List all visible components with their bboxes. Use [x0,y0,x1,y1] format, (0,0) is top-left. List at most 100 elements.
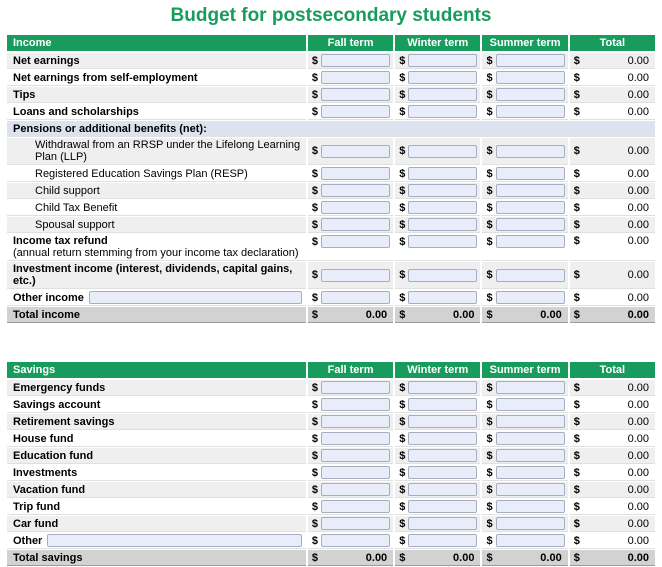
table-row: Net earnings $ $ $ $0.00 [7,53,655,68]
amount-input-summer[interactable] [495,268,565,282]
amount-input-fall[interactable] [321,268,391,282]
currency-symbol: $ [486,218,493,231]
amount-input-fall[interactable] [321,71,391,84]
amount-input-winter[interactable] [408,466,478,479]
amount-input-fall[interactable] [321,218,391,231]
currency-symbol: $ [486,449,493,462]
amount-input-summer[interactable] [495,466,565,479]
amount-input-fall[interactable] [321,291,391,304]
amount-input-summer[interactable] [495,534,565,547]
amount-input-summer[interactable] [495,291,565,304]
amount-input-fall[interactable] [321,184,391,197]
amount-input-winter[interactable] [408,381,478,394]
total-value: 0.00 [627,291,649,304]
amount-input-winter[interactable] [408,218,478,231]
amount-input-winter[interactable] [408,54,478,67]
currency-symbol: $ [573,500,580,513]
amount-input-fall[interactable] [321,54,391,67]
currency-symbol: $ [573,432,580,445]
amount-input-winter[interactable] [408,449,478,462]
other-savings-text-input[interactable] [47,534,302,547]
row-label: Trip fund [7,499,306,514]
amount-input-summer[interactable] [495,201,565,214]
amount-input-winter[interactable] [408,235,478,248]
amount-input-summer[interactable] [495,71,565,84]
currency-symbol: $ [573,54,580,67]
total-value: 0.00 [627,466,649,479]
amount-input-fall[interactable] [321,534,391,547]
currency-symbol: $ [311,71,319,84]
amount-input-fall[interactable] [321,398,391,411]
amount-input-fall[interactable] [321,105,391,118]
table-row: Education fund $ $ $ $0.00 [7,448,655,463]
amount-input-winter[interactable] [408,144,478,158]
amount-input-winter[interactable] [408,517,478,530]
row-label: Car fund [7,516,306,531]
currency-symbol: $ [486,500,493,513]
amount-input-summer[interactable] [495,144,565,158]
amount-input-summer[interactable] [495,54,565,67]
amount-input-winter[interactable] [408,88,478,101]
amount-input-summer[interactable] [495,88,565,101]
amount-input-winter[interactable] [408,71,478,84]
amount-input-winter[interactable] [408,398,478,411]
currency-symbol: $ [573,145,580,157]
amount-input-fall[interactable] [321,144,391,158]
amount-input-summer[interactable] [495,449,565,462]
amount-input-summer[interactable] [495,517,565,530]
column-header-winter-term: Winter term [395,35,481,51]
amount-input-fall[interactable] [321,432,391,445]
amount-input-winter[interactable] [408,105,478,118]
amount-input-summer[interactable] [495,500,565,513]
table-row: Net earnings from self-employment $ $ $ … [7,70,655,85]
amount-input-winter[interactable] [408,534,478,547]
amount-input-winter[interactable] [408,167,478,180]
amount-input-summer[interactable] [495,381,565,394]
column-header-total: Total [569,362,655,378]
currency-symbol: $ [399,432,406,445]
amount-input-winter[interactable] [408,268,478,282]
amount-input-winter[interactable] [408,483,478,496]
amount-input-summer[interactable] [495,483,565,496]
total-income-row: Total income $0.00 $0.00 $0.00 $0.00 [7,307,655,322]
amount-input-fall[interactable] [321,449,391,462]
currency-symbol: $ [399,167,406,180]
amount-input-fall[interactable] [321,500,391,513]
amount-input-fall[interactable] [321,201,391,214]
amount-input-summer[interactable] [495,432,565,445]
currency-symbol: $ [573,415,580,428]
amount-input-winter[interactable] [408,291,478,304]
row-label: Registered Education Savings Plan (RESP) [7,166,306,181]
amount-input-summer[interactable] [495,184,565,197]
amount-input-fall[interactable] [321,483,391,496]
section-row-pensions: Pensions or additional benefits (net): [7,121,655,136]
amount-input-summer[interactable] [495,167,565,180]
amount-input-winter[interactable] [408,201,478,214]
amount-input-winter[interactable] [408,415,478,428]
amount-input-fall[interactable] [321,466,391,479]
row-label: Retirement savings [7,414,306,429]
other-income-text-input[interactable] [88,291,302,304]
amount-input-summer[interactable] [495,105,565,118]
table-row: House fund $ $ $ $0.00 [7,431,655,446]
total-value-summer: 0.00 [540,308,562,321]
amount-input-fall[interactable] [321,415,391,428]
amount-input-fall[interactable] [321,517,391,530]
currency-symbol: $ [399,88,406,101]
amount-input-fall[interactable] [321,381,391,394]
amount-input-winter[interactable] [408,432,478,445]
amount-input-winter[interactable] [408,184,478,197]
amount-input-winter[interactable] [408,500,478,513]
amount-input-fall[interactable] [321,235,391,248]
currency-symbol: $ [573,291,580,304]
total-value-fall: 0.00 [365,308,388,321]
amount-input-fall[interactable] [321,167,391,180]
income-header-row: Income Fall term Winter term Summer term… [7,35,655,51]
amount-input-summer[interactable] [495,235,565,248]
amount-input-summer[interactable] [495,415,565,428]
currency-symbol: $ [311,201,319,214]
amount-input-summer[interactable] [495,398,565,411]
section-header-income: Income [7,35,306,51]
amount-input-summer[interactable] [495,218,565,231]
amount-input-fall[interactable] [321,88,391,101]
